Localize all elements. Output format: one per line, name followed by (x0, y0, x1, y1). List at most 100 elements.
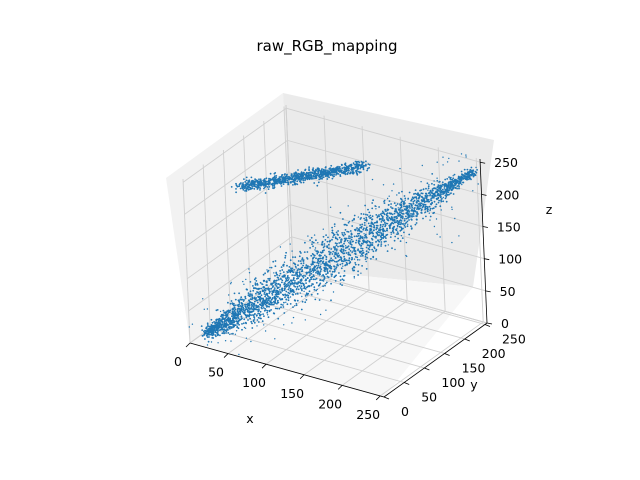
scatter-point (298, 271, 301, 274)
scatter-point (365, 216, 368, 219)
scatter-point (210, 341, 213, 343)
scatter-point (461, 173, 464, 176)
scatter-point (232, 307, 234, 310)
scatter-point (326, 246, 329, 249)
scatter-point (349, 172, 351, 175)
scatter-point (213, 321, 216, 323)
scatter-point (335, 249, 338, 252)
scatter-point (296, 180, 299, 183)
scatter-point (420, 202, 423, 205)
scatter-point (374, 222, 376, 224)
scatter-point (255, 308, 258, 311)
scatter-point (227, 316, 230, 319)
scatter-point (279, 246, 282, 248)
scatter-point (355, 166, 357, 169)
scatter-point (399, 240, 402, 243)
scatter-point (460, 153, 463, 155)
scatter-point (319, 313, 322, 316)
scatter-point (437, 196, 440, 199)
scatter-point (341, 260, 344, 262)
scatter-point (342, 265, 344, 267)
scatter-point (398, 221, 401, 224)
scatter-point (323, 269, 326, 272)
scatter-point (358, 250, 361, 253)
scatter-point (405, 217, 408, 220)
scatter-point (329, 251, 332, 254)
scatter-point (351, 219, 354, 222)
scatter-point (463, 177, 466, 180)
scatter-point (360, 253, 363, 256)
scatter-point (242, 322, 245, 325)
scatter-point (352, 246, 355, 249)
scatter-point (275, 298, 277, 301)
scatter-point (358, 164, 360, 166)
scatter-point (296, 286, 299, 288)
scatter-point (453, 173, 456, 176)
scatter-point (315, 177, 318, 180)
scatter-point (284, 280, 287, 283)
scatter-point (276, 302, 278, 305)
scatter-point (326, 270, 329, 272)
scatter-point (297, 264, 299, 267)
scatter-point (342, 218, 344, 220)
scatter-point (306, 267, 309, 269)
scatter-point (335, 244, 338, 247)
scatter-point (370, 242, 372, 244)
scatter-point (284, 256, 287, 259)
scatter-point (271, 297, 274, 299)
scatter-point (250, 311, 253, 314)
scatter-point (330, 169, 332, 171)
scatter-point (428, 200, 431, 203)
scatter-point (234, 324, 237, 326)
scatter-point (422, 217, 424, 220)
scatter-point (411, 213, 414, 216)
scatter-point (265, 177, 268, 180)
scatter-point (318, 299, 321, 301)
scatter-point (382, 223, 385, 226)
scatter-point (354, 263, 357, 266)
scatter-point (470, 178, 472, 181)
scatter-point (277, 178, 280, 180)
scatter-point (330, 248, 333, 250)
scatter-point (387, 244, 389, 246)
scatter-point (256, 288, 258, 290)
scatter-point (400, 197, 402, 200)
scatter-point (320, 263, 322, 265)
scatter-point (296, 277, 298, 280)
scatter-point (320, 254, 322, 257)
scatter-point (282, 265, 285, 267)
scatter-point (384, 225, 386, 228)
scatter-point (362, 165, 365, 168)
scatter-point (252, 319, 255, 322)
scatter-point (362, 168, 365, 171)
scatter-point (291, 274, 294, 276)
scatter-point (272, 303, 275, 306)
scatter-point (434, 191, 437, 194)
scatter-point (222, 314, 225, 316)
scatter-point (354, 250, 356, 253)
scatter-point (422, 188, 424, 191)
scatter-point (287, 291, 290, 294)
scatter-point (242, 188, 245, 191)
scatter-point (350, 238, 353, 241)
scatter-point (353, 275, 355, 278)
scatter-point (249, 186, 252, 189)
scatter-point (263, 293, 266, 295)
scatter-point (318, 283, 321, 286)
scatter-point (243, 178, 245, 181)
scatter-point (288, 266, 291, 268)
scatter-point (329, 270, 331, 272)
scatter-point (213, 329, 216, 332)
scatter-point (375, 241, 377, 243)
scatter-point (325, 283, 327, 285)
scatter-point (308, 168, 310, 170)
scatter-point (339, 283, 342, 285)
scatter-point (366, 169, 368, 172)
y-tick-label: 0 (401, 404, 409, 419)
scatter-point (412, 202, 415, 205)
scatter-point (388, 195, 390, 197)
scatter-point (221, 318, 224, 321)
scatter-point (264, 184, 267, 187)
scatter-point (453, 186, 455, 189)
scatter-point (305, 173, 307, 176)
